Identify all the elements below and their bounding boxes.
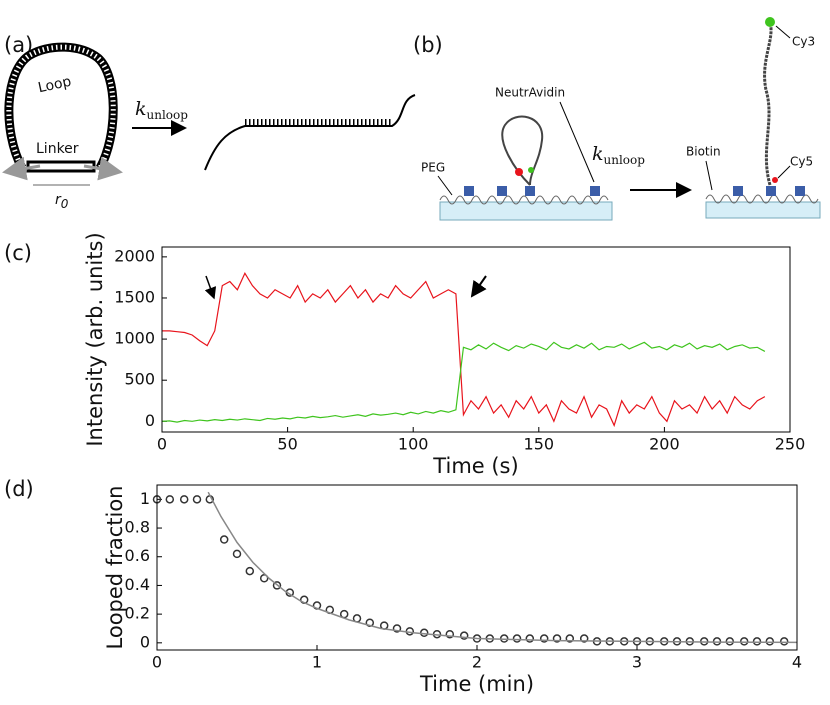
y-tick-label: 0.2 [125,604,150,623]
cy5-dot [772,177,778,183]
data-point [272,581,282,590]
loop-label: Loop [37,74,73,97]
data-point [419,628,429,638]
event-arrow [204,275,217,300]
cy5-dot [515,168,523,176]
data-point [739,637,749,646]
pointer [777,165,791,179]
y-tick-label: 0.8 [125,518,150,537]
biotin-label: Biotin [686,145,721,159]
panel-a: (a) Loop Linker r0 kunloop [2,33,416,211]
unlooped-dna [204,94,416,171]
y-tick-label: 0.4 [125,575,150,594]
panel-label: (c) [4,241,32,265]
dna-stretched [763,21,773,186]
dna-loop [501,115,544,186]
neutravidin-label: NeutrAvidin [495,86,565,100]
y-tick-label: 1 [140,489,150,508]
data-point [179,495,189,504]
panel-b: (b) NeutrAvidin PEG kunloop Biotin Cy5 C… [413,17,821,221]
x-axis-label: Time (min) [419,672,534,696]
cy3-label: Cy3 [792,35,815,49]
x-tick-label: 100 [398,435,429,454]
peg-label: PEG [421,161,445,175]
rate-label: kunloop [592,143,645,167]
y-tick-label: 1000 [114,329,155,348]
data-point [232,549,242,559]
y-tick-label: 2000 [114,246,155,265]
y-axis-label: Looped fraction [103,486,127,650]
pointer [775,25,791,39]
y-tick-label: 0.6 [125,546,150,565]
data-line [162,272,766,428]
panel-label: (b) [413,33,443,57]
data-point [165,495,175,504]
data-point [445,629,455,639]
x-tick-label: 0 [157,435,167,454]
data-point [779,637,789,646]
loop [4,42,118,171]
neutravidin [464,186,805,196]
event-arrow [470,275,487,298]
y-tick-label: 0 [145,411,155,430]
data-point [392,624,402,633]
axes-box [156,484,798,651]
data-point [579,634,589,643]
x-tick-label: 0 [152,653,162,672]
data-point [752,637,762,646]
x-axis-label: Time (s) [432,454,518,478]
data-point [245,566,255,576]
linker-label: Linker [36,141,79,157]
y-tick-label: 500 [124,370,155,389]
surface [439,201,613,221]
y-tick-label: 0 [140,632,150,651]
cy5-label: Cy5 [790,155,813,169]
data-point [259,574,269,583]
y-axis-label: Intensity (arb. units) [83,232,107,446]
x-tick-label: 4 [792,653,802,672]
data-point [219,535,229,544]
r0-label: r0 [55,192,69,211]
data-point [765,637,775,646]
x-tick-label: 150 [524,435,555,454]
data-point [552,634,562,643]
x-tick-label: 1 [312,653,322,672]
x-tick-label: 200 [649,435,680,454]
force-arrow [83,156,123,181]
peg [439,195,609,205]
panel-label: (d) [4,477,34,501]
data-point [725,637,735,646]
y-tick-label: 1500 [114,287,155,306]
cy3-dot [765,17,775,27]
pointer [559,101,595,183]
data-point [565,634,575,643]
data-line [207,491,798,644]
x-tick-label: 2 [472,653,482,672]
surface [705,201,821,219]
data-point [539,634,549,643]
data-point [459,631,469,640]
data-line [161,341,766,423]
x-tick-label: 3 [632,653,642,672]
x-tick-label: 50 [277,435,297,454]
rate-label: kunloop [135,98,188,122]
data-point [512,634,522,643]
axes-box [161,246,791,433]
x-tick-label: 250 [775,435,806,454]
force-arrow [2,156,41,181]
pointer [705,160,713,191]
peg [705,194,819,204]
cy3-dot [528,167,534,173]
data-point [192,495,202,504]
pointer [437,175,453,196]
data-point [525,634,535,643]
